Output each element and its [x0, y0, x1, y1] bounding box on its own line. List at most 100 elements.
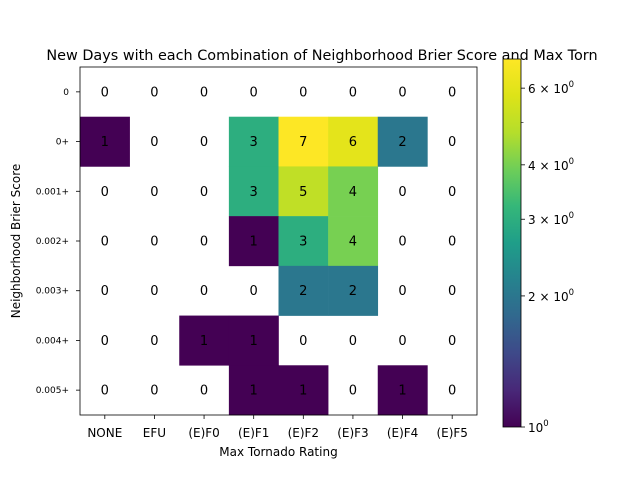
- heatmap-cell: [228, 315, 279, 366]
- cell-value-label: 0: [250, 284, 258, 299]
- cell-value-label: 0: [101, 85, 109, 100]
- heatmap-cell: [328, 265, 379, 316]
- heatmap-cell: [328, 216, 379, 267]
- cell-value-label: 0: [398, 85, 406, 100]
- cell-value-label: 1: [250, 334, 258, 349]
- cell-value-label: 0: [398, 185, 406, 200]
- y-tick-label: 0.001+: [36, 187, 69, 197]
- cell-value-label: 0: [101, 235, 109, 250]
- cell-value-label: 0: [101, 185, 109, 200]
- x-tick-label: (E)F2: [288, 426, 319, 440]
- x-axis-label: Max Tornado Rating: [219, 445, 337, 459]
- cell-value-label: 0: [448, 334, 456, 349]
- heatmap-cell: [80, 116, 130, 167]
- heatmap-cell: [278, 365, 329, 416]
- cell-value-label: 0: [299, 334, 307, 349]
- heatmap-cell: [228, 166, 279, 217]
- cell-value-label: 0: [448, 284, 456, 299]
- heatmap-cell: [228, 365, 279, 416]
- cell-value-label: 0: [150, 235, 158, 250]
- cell-value-label: 0: [398, 284, 406, 299]
- cell-value-label: 0: [250, 85, 258, 100]
- y-tick-label: 0.004+: [36, 336, 69, 346]
- cell-value-label: 0: [101, 334, 109, 349]
- cell-value-label: 1: [398, 384, 406, 399]
- heatmap-cell: [228, 116, 279, 167]
- cell-value-label: 1: [299, 384, 307, 399]
- colorbar-tick-label: 100: [528, 419, 549, 435]
- heatmap-cells: [80, 116, 428, 416]
- x-tick-label: (E)F3: [337, 426, 368, 440]
- colorbar-tick-label: 2 × 100: [528, 288, 574, 304]
- heatmap-cell: [179, 315, 230, 366]
- y-tick-label: 0: [63, 88, 69, 98]
- cell-value-label: 6: [349, 135, 357, 150]
- cell-value-label: 7: [299, 135, 307, 150]
- heatmap-cell: [278, 216, 329, 267]
- cell-value-label: 0: [200, 284, 208, 299]
- cell-value-label: 0: [101, 284, 109, 299]
- y-tick-label: 0.003+: [36, 287, 69, 297]
- cell-value-label: 0: [448, 235, 456, 250]
- cell-value-label: 2: [299, 284, 307, 299]
- cell-value-label: 0: [150, 384, 158, 399]
- cell-value-label: 5: [299, 185, 307, 200]
- cell-value-label: 0: [200, 384, 208, 399]
- x-tick-label: (E)F1: [238, 426, 269, 440]
- cell-value-label: 3: [250, 185, 258, 200]
- cell-value-label: 0: [150, 284, 158, 299]
- cell-value-label: 1: [200, 334, 208, 349]
- cell-value-label: 0: [150, 334, 158, 349]
- x-tick-label: NONE: [87, 426, 122, 440]
- y-axis-label: Neighborhood Brier Score: [9, 164, 23, 319]
- cell-value-label: 1: [250, 384, 258, 399]
- colorbar: [502, 58, 522, 428]
- x-tick-label: (E)F5: [436, 426, 467, 440]
- cell-value-label: 3: [250, 135, 258, 150]
- cell-value-label: 0: [349, 384, 357, 399]
- y-tick-label: 0.005+: [36, 386, 69, 396]
- cell-value-label: 0: [200, 235, 208, 250]
- heatmap-cell: [278, 116, 329, 167]
- cell-value-label: 0: [150, 185, 158, 200]
- colorbar-tick-label: 3 × 100: [528, 211, 574, 227]
- colorbar-tick-label: 6 × 100: [528, 80, 574, 96]
- heatmap-cell: [228, 216, 279, 267]
- x-tick-label: (E)F0: [188, 426, 219, 440]
- cell-value-label: 0: [448, 135, 456, 150]
- x-tick-label: (E)F4: [387, 426, 418, 440]
- heatmap-cell: [328, 166, 379, 217]
- cell-value-labels: 0 0 0 0 0 0 0 0 1 0 0 3 7 6 2 0 0 0 0 3 5 4 0 0 0 0 0 1 3 4 0 0 0 0 0 0 2 2 0 0…: [101, 85, 457, 398]
- cell-value-label: 0: [200, 185, 208, 200]
- cell-value-label: 0: [200, 85, 208, 100]
- cell-value-label: 1: [101, 135, 109, 150]
- cell-value-label: 0: [398, 334, 406, 349]
- cell-value-label: 0: [101, 384, 109, 399]
- heatmap-cell: [278, 265, 329, 316]
- y-axis-ticks: 0 0+ 0.001+ 0.002+ 0.003+ 0.004+ 0.005+: [36, 88, 80, 396]
- heatmap-cell: [328, 116, 379, 167]
- heatmap-cell: [377, 365, 428, 416]
- colorbar-ticks: 100 2 × 100 3 × 100 4 × 100 6 × 100: [521, 80, 574, 435]
- cell-value-label: 1: [250, 235, 258, 250]
- cell-value-label: 2: [349, 284, 357, 299]
- cell-value-label: 0: [349, 334, 357, 349]
- cell-value-label: 0: [398, 235, 406, 250]
- colorbar-tick-label: 4 × 100: [528, 157, 574, 173]
- cell-value-label: 4: [349, 185, 357, 200]
- x-axis-ticks: NONE EFU (E)F0 (E)F1 (E)F2 (E)F3 (E)F4 (E)F5: [87, 415, 468, 440]
- cell-value-label: 0: [299, 85, 307, 100]
- cell-value-label: 0: [200, 135, 208, 150]
- cell-value-label: 0: [150, 85, 158, 100]
- cell-value-label: 0: [150, 135, 158, 150]
- y-tick-label: 0+: [56, 138, 69, 148]
- cell-value-label: 4: [349, 235, 357, 250]
- x-tick-label: EFU: [143, 426, 166, 440]
- cell-value-label: 0: [448, 185, 456, 200]
- cell-value-label: 0: [448, 85, 456, 100]
- y-tick-label: 0.002+: [36, 237, 69, 247]
- chart-title: New Days with each Combination of Neighb…: [46, 48, 597, 64]
- cell-value-label: 3: [299, 235, 307, 250]
- cell-value-label: 2: [398, 135, 406, 150]
